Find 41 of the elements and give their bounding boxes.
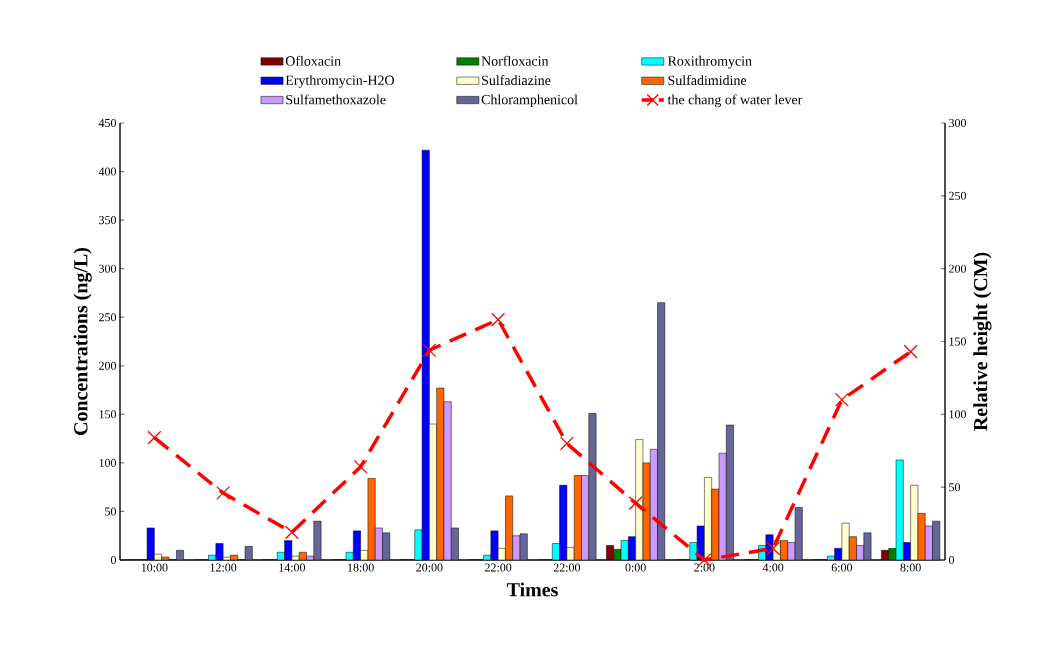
y-tick-label: 250 [99,313,117,322]
y-tick-label: 50 [105,507,117,516]
y-axis-title: Concentrations (ng/L) [73,248,92,435]
y-tick-label: 400 [98,167,117,176]
legend-label: Sulfadimidine [668,75,747,86]
x-tick-label: 22:00 [553,563,581,572]
x-tick-label: 22:00 [485,563,512,572]
x-tick-label: 20:00 [416,563,443,572]
x-axis-title: Times [506,582,558,597]
x-tick-label: 10:00 [141,563,168,572]
y2-axis-title: Relative height (CM) [973,252,992,431]
x-tick-label: 2:00 [694,563,715,572]
y2-tick-label: 0 [948,555,955,565]
legend-label: Chloramphenicol [481,94,578,108]
legend-label: the chang of water lever [667,94,803,108]
y2-tick-label: 200 [949,264,966,273]
legend-label: Roxithromycin [667,55,752,69]
y-tick-label: 450 [98,118,117,128]
y-tick-label: 200 [99,361,117,370]
x-tick-label: 14:00 [279,563,306,572]
legend-label: Norfloxacin [481,55,549,66]
x-tick-label: 4:00 [762,563,784,572]
x-tick-label: 0:00 [625,563,646,572]
y-tick-label: 150 [99,410,117,419]
y-tick-label: 0 [110,555,117,565]
legend-label: Erythromycin-H2O [285,75,394,88]
y-tick-label: 350 [99,216,117,225]
x-tick-label: 6:00 [831,563,853,572]
y2-tick-label: 300 [949,118,966,128]
y2-tick-label: 250 [949,191,966,200]
legend-label: Sulfadiazine [482,75,551,86]
x-tick-label: 8:00 [900,563,921,572]
y-tick-label: 100 [99,458,117,467]
y2-tick-label: 50 [949,483,961,492]
y-tick-label: 300 [99,264,117,273]
x-tick-label: 12:00 [210,563,237,572]
x-tick-label: 18:00 [348,563,374,572]
legend-label: Sulfamethoxazole [286,94,386,105]
y2-tick-label: 100 [949,410,966,419]
y2-tick-label: 150 [949,337,966,346]
legend-label: Ofloxacin [285,55,341,66]
